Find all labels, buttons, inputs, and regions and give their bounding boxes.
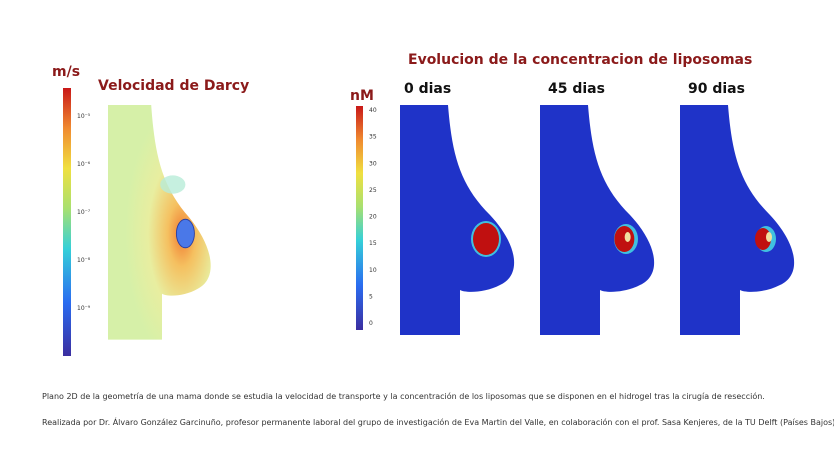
- colorbar-tick-label: 30: [369, 160, 377, 167]
- colorbar-tick-label: 40: [369, 107, 377, 114]
- darcy-map: [108, 105, 211, 340]
- tumor-center: [624, 232, 631, 242]
- tumor-core: [473, 223, 499, 255]
- concentration-map: [540, 105, 655, 335]
- caption-line: Realizada por Dr. Álvaro González Garcin…: [42, 416, 834, 427]
- colorbar-tick-label: 10⁻⁶: [77, 161, 91, 168]
- concentration-map: [400, 105, 515, 335]
- colorbar-tick-label: 0: [369, 320, 373, 327]
- concentration-map: [680, 105, 795, 335]
- colorbar-tick-label: 10⁻⁸: [77, 257, 91, 264]
- panel-label: 45 dias: [548, 81, 605, 97]
- caption-line: Plano 2D de la geometría de una mama don…: [42, 391, 765, 401]
- panel-label: 90 dias: [688, 81, 745, 97]
- tumor-core: [614, 226, 635, 252]
- colorbar-tick-label: 10⁻⁹: [77, 305, 91, 312]
- colorbar-tick-label: 35: [369, 134, 377, 141]
- colorbar-tick-label: 10⁻⁵: [77, 113, 91, 120]
- colorbar-tick-label: 5: [369, 293, 373, 300]
- darcy-colorbar: [63, 88, 71, 356]
- colorbar-tick-label: 15: [369, 240, 377, 247]
- tumor-center: [766, 232, 772, 242]
- colorbar-tick-label: 10: [369, 267, 377, 274]
- colorbar-tick-label: 10⁻⁷: [77, 209, 91, 216]
- panel-label: 0 dias: [404, 81, 451, 97]
- colorbar-tick-label: 20: [369, 214, 377, 221]
- concentration-unit: nM: [350, 88, 374, 104]
- concentration-colorbar: [356, 106, 363, 330]
- concentration-title: Evolucion de la concentracion de liposom…: [408, 52, 752, 68]
- darcy-unit: m/s: [52, 64, 80, 80]
- darcy-title: Velocidad de Darcy: [98, 78, 249, 94]
- colorbar-tick-label: 25: [369, 187, 377, 194]
